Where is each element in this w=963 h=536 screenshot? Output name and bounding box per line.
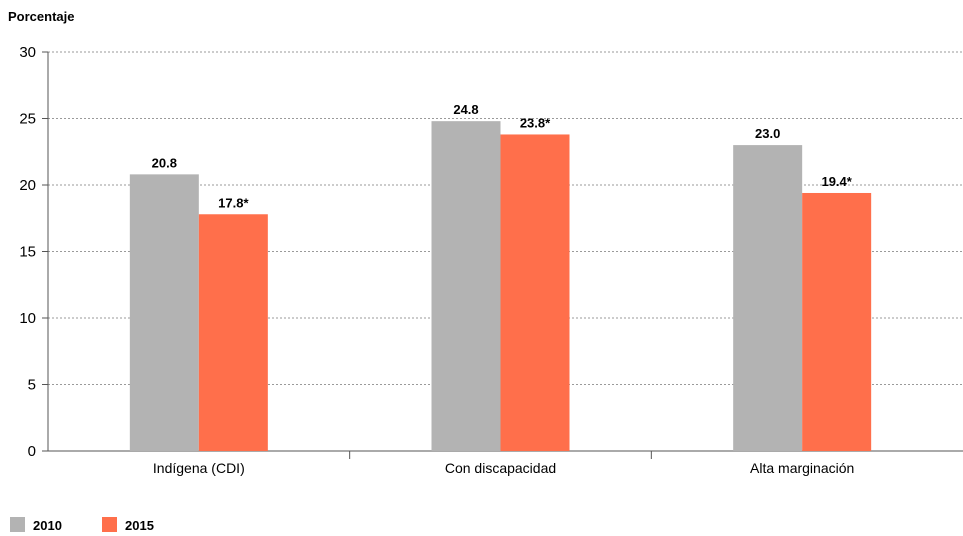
y-tick-label: 10 xyxy=(19,310,36,327)
y-tick-label: 30 xyxy=(19,44,36,61)
legend: 2010 2015 xyxy=(10,517,154,533)
bar-2010 xyxy=(431,121,501,451)
data-label: 23.8* xyxy=(520,115,551,130)
legend-swatch-2015 xyxy=(102,517,117,532)
y-tick-label: 5 xyxy=(28,377,36,394)
data-label: 20.8 xyxy=(152,155,177,170)
y-tick-label: 0 xyxy=(28,443,36,460)
bar-2015 xyxy=(198,214,268,451)
y-axis-unit-label: Porcentaje xyxy=(8,9,74,24)
y-tick-label: 20 xyxy=(19,177,36,194)
bar-2015 xyxy=(802,192,872,452)
x-category-label: Indígena (CDI) xyxy=(153,460,245,476)
data-label: 17.8* xyxy=(218,195,249,210)
x-category-label: Con discapacidad xyxy=(445,460,556,476)
bar-2015 xyxy=(500,134,570,451)
legend-swatch-2010 xyxy=(10,517,25,532)
bar-2010 xyxy=(733,145,803,451)
data-label: 19.4* xyxy=(821,174,852,189)
bars xyxy=(129,121,872,452)
y-tick-label: 25 xyxy=(19,111,36,128)
bar-2010 xyxy=(129,174,199,452)
data-labels: 20.8 17.8* 24.8 23.8* 23.0 19.4* xyxy=(152,102,853,210)
x-category-label: Alta marginación xyxy=(750,460,854,476)
data-label: 24.8 xyxy=(453,102,478,117)
y-tick-label: 15 xyxy=(19,244,36,261)
legend-label: 2015 xyxy=(125,518,154,533)
legend-label: 2010 xyxy=(33,518,62,533)
data-label: 23.0 xyxy=(755,126,780,141)
